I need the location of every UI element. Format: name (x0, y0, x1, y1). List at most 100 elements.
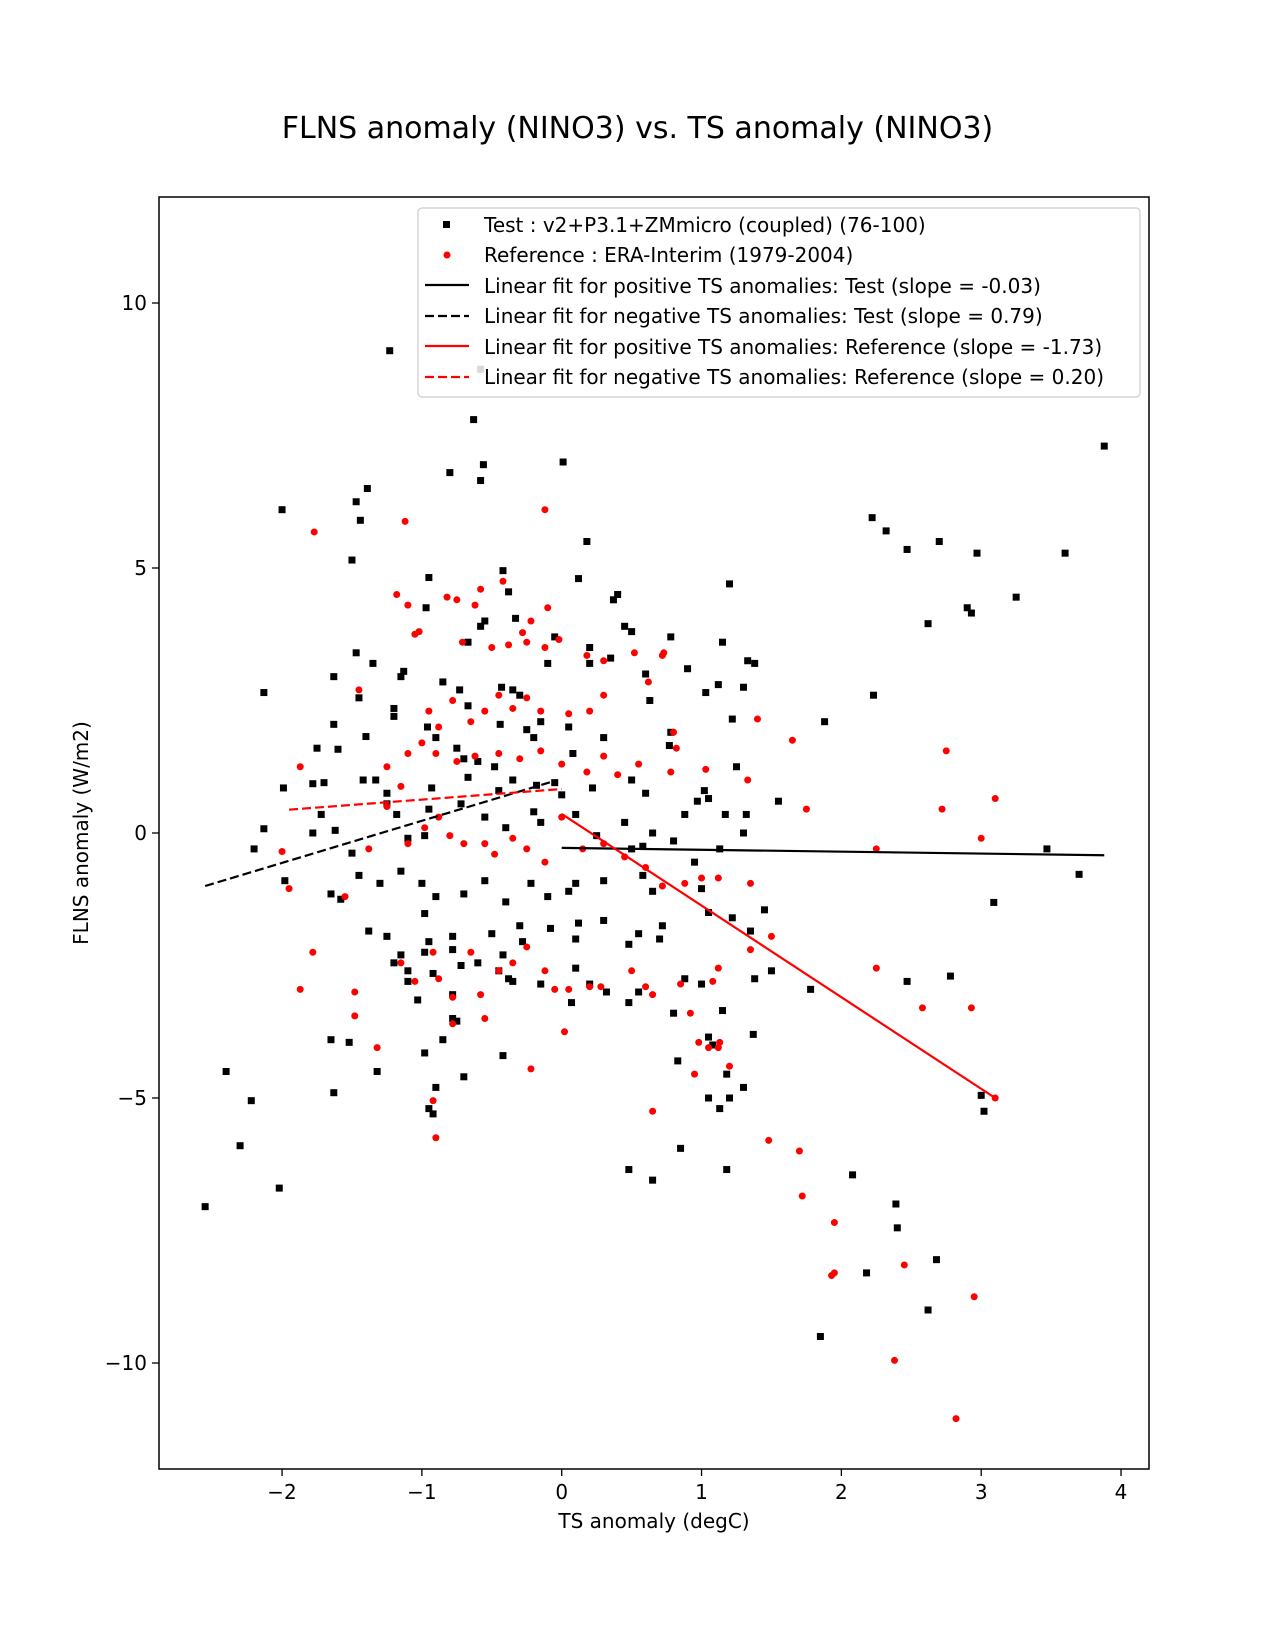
test-point-139 (639, 842, 647, 850)
test-point-226 (709, 1041, 717, 1049)
test-point-174 (499, 951, 507, 959)
test-point-183 (656, 935, 664, 943)
test-point-60 (390, 704, 398, 712)
test-point-69 (544, 659, 552, 667)
y-tick-label-1: −5 (118, 1086, 147, 1110)
reference-point-60 (667, 768, 675, 776)
reference-point-142 (891, 1356, 899, 1364)
test-point-140 (649, 829, 657, 837)
test-point-190 (414, 996, 422, 1004)
reference-point-49 (432, 750, 440, 757)
reference-point-62 (744, 776, 752, 784)
reference-point-27 (355, 686, 363, 694)
test-point-72 (646, 697, 654, 704)
test-point-221 (429, 1110, 437, 1118)
reference-point-58 (614, 771, 622, 779)
test-point-97 (279, 784, 287, 792)
test-point-40 (481, 617, 489, 625)
reference-point-45 (753, 715, 761, 723)
test-point-44 (621, 622, 629, 630)
fit-line-reference-positive (561, 812, 996, 1099)
reference-point-101 (429, 948, 437, 956)
test-point-252 (946, 972, 954, 980)
test-point-89 (537, 718, 545, 726)
test-point-218 (460, 1073, 468, 1081)
reference-point-35 (495, 691, 503, 699)
test-point-141 (670, 837, 678, 845)
test-point-120 (250, 845, 258, 853)
test-point-110 (588, 784, 596, 792)
reference-point-139 (830, 1219, 838, 1227)
reference-point-138 (798, 1192, 806, 1200)
legend-entry-test-negative-fit: Linear fit for negative TS anomalies: Te… (484, 304, 1043, 328)
reference-point-68 (285, 885, 293, 893)
test-point-130 (425, 805, 433, 813)
reference-point-115 (597, 983, 605, 991)
test-point-208 (767, 967, 775, 975)
reference-point-36 (509, 704, 517, 712)
reference-point-46 (788, 736, 796, 744)
test-point-62 (439, 678, 447, 686)
test-point-86 (491, 763, 499, 771)
test-point-28 (990, 898, 998, 906)
test-point-24 (870, 691, 878, 699)
test-point-203 (625, 999, 633, 1007)
legend: Test : v2+P3.1+ZMmicro (coupled) (76-100… (417, 207, 1141, 398)
y-tick-label-4: 10 (122, 291, 147, 315)
test-point-225 (705, 1033, 713, 1041)
test-point-20 (1012, 593, 1020, 601)
reference-point-131 (695, 1038, 703, 1046)
reference-point-110 (523, 943, 531, 951)
test-point-33 (614, 591, 622, 598)
test-point-116 (705, 795, 713, 803)
reference-point-76 (460, 840, 468, 848)
reference-point-4 (404, 601, 412, 609)
test-point-59 (355, 694, 363, 702)
test-point-8 (352, 498, 360, 506)
test-point-111 (628, 776, 636, 784)
test-point-18 (973, 549, 981, 557)
test-point-106 (509, 776, 517, 784)
test-point-246 (893, 1224, 901, 1232)
reference-point-100 (411, 977, 419, 985)
test-point-228 (723, 1070, 731, 1078)
test-point-113 (681, 810, 689, 818)
test-point-58 (260, 689, 268, 697)
test-point-125 (348, 849, 356, 857)
reference-point-103 (449, 993, 457, 1001)
test-point-43 (464, 638, 472, 646)
test-point-38 (505, 588, 513, 596)
x-tick-label-0: −2 (267, 1480, 296, 1504)
test-point-175 (516, 922, 524, 930)
test-point-162 (658, 922, 666, 930)
test-point-234 (201, 1203, 209, 1211)
reference-point-25 (658, 651, 666, 659)
test-point-220 (425, 1105, 433, 1113)
test-point-75 (728, 715, 736, 723)
reference-point-13 (411, 630, 419, 638)
test-point-66 (498, 683, 506, 691)
test-point-7 (363, 485, 371, 492)
x-tick-label-4: 2 (835, 1480, 848, 1504)
test-point-172 (449, 946, 457, 954)
test-point-82 (432, 734, 440, 742)
test-point-229 (726, 1094, 734, 1102)
test-point-204 (635, 988, 643, 996)
reference-point-44 (672, 744, 680, 752)
test-point-105 (495, 787, 503, 795)
reference-point-9 (499, 577, 507, 585)
test-point-55 (400, 667, 408, 675)
y-axis-ticks: −10 −5 0 5 10 (105, 291, 159, 1375)
test-point-148 (397, 867, 405, 875)
test-point-99 (320, 779, 328, 787)
test-point-122 (317, 810, 325, 818)
test-point-49 (719, 638, 727, 646)
test-point-11 (348, 556, 356, 564)
test-point-91 (569, 750, 577, 757)
test-point-200 (572, 964, 580, 972)
test-point-163 (691, 858, 699, 866)
test-point-118 (739, 829, 747, 837)
reference-point-8 (477, 585, 485, 593)
reference-point-120 (709, 977, 717, 985)
test-point-239 (330, 1089, 338, 1097)
